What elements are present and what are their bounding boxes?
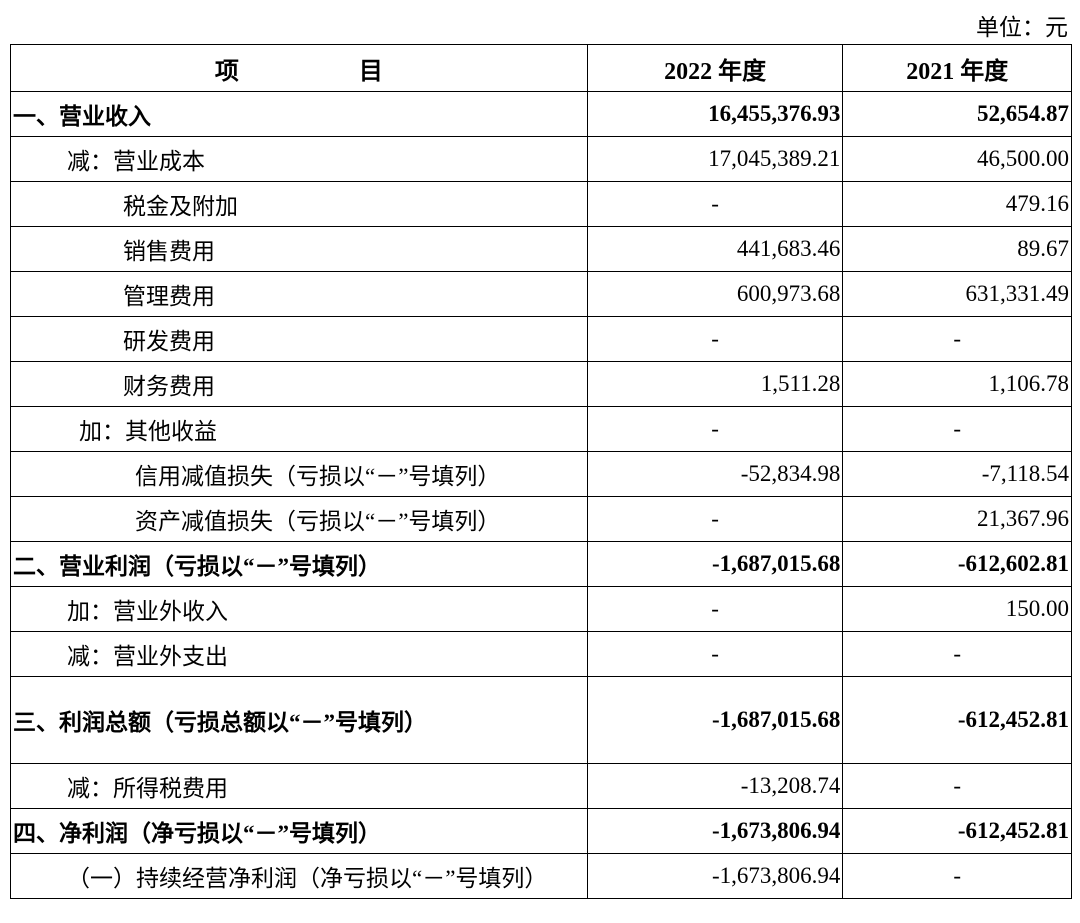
- amount-cell: -: [586, 586, 844, 632]
- table-row: 税金及附加 -479.16: [10, 181, 1072, 227]
- amount-cell: -612,452.81: [842, 676, 1072, 764]
- amount-cell: -1,673,806.94: [586, 853, 844, 899]
- table-row: 减：营业成本 17,045,389.21 46,500.00: [10, 136, 1072, 182]
- table-row: 管理费用 600,973.68 631,331.49: [10, 271, 1072, 317]
- column-header: 2022 年度: [586, 44, 844, 92]
- table-row: 加：营业外收入 -150.00: [10, 586, 1072, 632]
- table-row: 二、营业利润（亏损以“－”号填列） -1,687,015.68 -612,602.8…: [10, 541, 1072, 587]
- amount-cell: 479.16: [842, 181, 1072, 227]
- header-row: 项 目 2022 年度 2021 年度: [10, 44, 1072, 92]
- amount-cell: -: [842, 406, 1072, 452]
- amount-cell: -: [842, 853, 1072, 899]
- table-row: 财务费用 1,511.28 1,106.78: [10, 361, 1072, 407]
- amount-cell: 150.00: [842, 586, 1072, 632]
- amount-cell: -: [842, 763, 1072, 809]
- row-label: 资产减值损失（亏损以“－”号填列）: [10, 496, 588, 542]
- amount-cell: -1,673,806.94: [586, 808, 844, 854]
- row-label: 加：营业外收入: [10, 586, 588, 632]
- amount-cell: -: [586, 316, 844, 362]
- table-row: 销售费用 441,683.46 89.67: [10, 226, 1072, 272]
- amount-cell: 1,511.28: [586, 361, 844, 407]
- amount-cell: -1,687,015.68: [586, 676, 844, 764]
- row-label: 二、营业利润（亏损以“－”号填列）: [10, 541, 588, 587]
- amount-cell: 16,455,376.93: [586, 91, 844, 137]
- amount-cell: -: [586, 181, 844, 227]
- amount-cell: 52,654.87: [842, 91, 1072, 137]
- table-row: 三、利润总额（亏损总额以“－”号填列） -1,687,015.68 -612,452…: [10, 676, 1072, 764]
- amount-cell: -: [586, 631, 844, 677]
- amount-cell: 600,973.68: [586, 271, 844, 317]
- amount-cell: -1,687,015.68: [586, 541, 844, 587]
- row-label: 减：营业外支出: [10, 631, 588, 677]
- amount-cell: -612,602.81: [842, 541, 1072, 587]
- amount-cell: -: [586, 496, 844, 542]
- amount-cell: -: [842, 316, 1072, 362]
- row-label: 一、营业收入: [10, 91, 588, 137]
- row-label: 财务费用: [10, 361, 588, 407]
- row-label: 管理费用: [10, 271, 588, 317]
- amount-cell: -13,208.74: [586, 763, 844, 809]
- amount-cell: 1,106.78: [842, 361, 1072, 407]
- amount-cell: -612,452.81: [842, 808, 1072, 854]
- row-label: 研发费用: [10, 316, 588, 362]
- amount-cell: -: [842, 631, 1072, 677]
- table-row: （一）持续经营净利润（净亏损以“－”号填列） -1,673,806.94-: [10, 853, 1072, 899]
- row-label: 销售费用: [10, 226, 588, 272]
- table-row: 减：所得税费用 -13,208.74-: [10, 763, 1072, 809]
- amount-cell: 631,331.49: [842, 271, 1072, 317]
- amount-cell: 46,500.00: [842, 136, 1072, 182]
- amount-cell: 89.67: [842, 226, 1072, 272]
- table-row: 信用减值损失（亏损以“－”号填列） -52,834.98 -7,118.54: [10, 451, 1072, 497]
- table-row: 一、营业收入 16,455,376.93 52,654.87: [10, 91, 1072, 137]
- table-row: 研发费用 - -: [10, 316, 1072, 362]
- table-row: 资产减值损失（亏损以“－”号填列） -21,367.96: [10, 496, 1072, 542]
- row-label: 信用减值损失（亏损以“－”号填列）: [10, 451, 588, 497]
- table-row: 减：营业外支出 - -: [10, 631, 1072, 677]
- row-label: 加：其他收益: [10, 406, 588, 452]
- income-statement: 项 目 2022 年度 2021 年度 一、营业收入 16,455,376.93 52,…: [10, 44, 1072, 899]
- unit-label: 单位：元: [976, 15, 1068, 40]
- table-row: 四、净利润（净亏损以“－”号填列） -1,673,806.94 -612,452.8…: [10, 808, 1072, 854]
- row-label: 减：营业成本: [10, 136, 588, 182]
- column-header: 2021 年度: [842, 44, 1072, 92]
- row-label: 税金及附加: [10, 181, 588, 227]
- amount-cell: 441,683.46: [586, 226, 844, 272]
- amount-cell: -: [586, 406, 844, 452]
- table-row: 加：其他收益 - -: [10, 406, 1072, 452]
- column-header: 项 目: [10, 44, 588, 92]
- amount-cell: -52,834.98: [586, 451, 844, 497]
- row-label: 减：所得税费用: [10, 763, 588, 809]
- amount-cell: 21,367.96: [842, 496, 1072, 542]
- row-label: 四、净利润（净亏损以“－”号填列）: [10, 808, 588, 854]
- amount-cell: 17,045,389.21: [586, 136, 844, 182]
- amount-cell: -7,118.54: [842, 451, 1072, 497]
- row-label: 三、利润总额（亏损总额以“－”号填列）: [10, 676, 588, 764]
- row-label: （一）持续经营净利润（净亏损以“－”号填列）: [10, 853, 588, 899]
